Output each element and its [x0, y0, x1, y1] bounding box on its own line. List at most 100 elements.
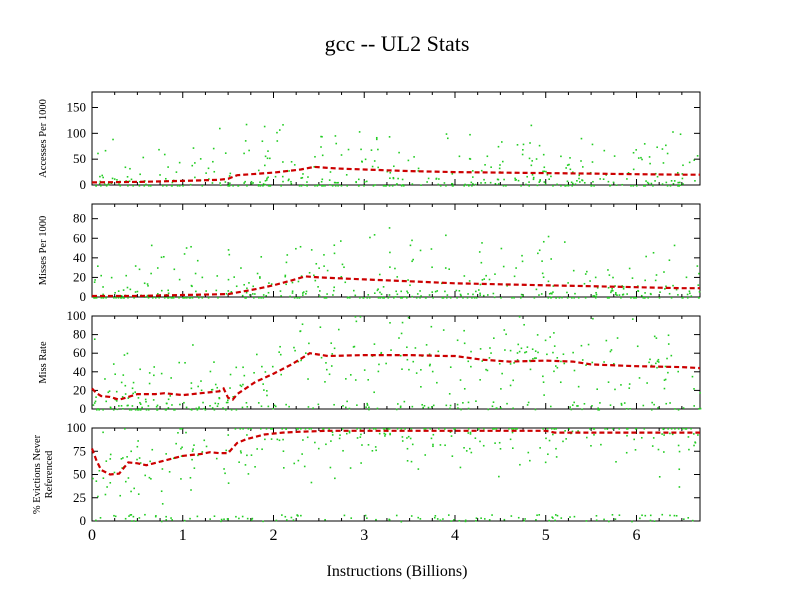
scatter-point	[551, 292, 553, 295]
scatter-point	[224, 472, 226, 475]
scatter-point	[387, 428, 389, 430]
scatter-point	[698, 297, 700, 299]
scatter-point	[334, 135, 337, 137]
scatter-point	[464, 183, 466, 186]
scatter-point	[573, 515, 576, 518]
scatter-point	[550, 175, 552, 178]
scatter-point	[308, 271, 311, 274]
scatter-point	[468, 280, 471, 282]
scatter-point	[431, 291, 434, 293]
scatter-point	[593, 185, 595, 187]
scatter-point	[395, 290, 398, 293]
scatter-point	[647, 182, 650, 185]
scatter-point	[512, 379, 515, 382]
scatter-point	[444, 428, 446, 430]
scatter-point	[374, 184, 376, 186]
scatter-point	[471, 297, 473, 299]
scatter-point	[449, 431, 452, 433]
scatter-point	[571, 185, 574, 187]
scatter-point	[512, 407, 514, 410]
scatter-point	[589, 280, 591, 282]
scatter-point	[654, 279, 657, 282]
scatter-point	[356, 437, 359, 439]
scatter-point	[669, 514, 671, 517]
scatter-point	[365, 406, 367, 408]
scatter-point	[246, 517, 249, 520]
scatter-point	[552, 351, 554, 354]
scatter-point	[299, 245, 302, 248]
scatter-point	[112, 363, 115, 365]
scatter-point	[663, 451, 665, 453]
scatter-point	[442, 329, 445, 331]
scatter-point	[599, 178, 601, 180]
scatter-point	[171, 404, 173, 406]
scatter-point	[579, 181, 581, 183]
scatter-point	[353, 345, 356, 348]
scatter-point	[629, 407, 631, 410]
scatter-point	[401, 185, 403, 187]
scatter-point	[416, 293, 419, 295]
scatter-point	[691, 375, 694, 378]
scatter-point	[503, 329, 506, 331]
scatter-point	[475, 400, 477, 402]
scatter-point	[380, 293, 383, 296]
scatter-point	[455, 289, 458, 292]
scatter-point	[550, 258, 552, 260]
scatter-point	[102, 293, 104, 296]
scatter-point	[329, 466, 332, 469]
scatter-point	[474, 183, 477, 186]
scatter-point	[259, 277, 261, 279]
scatter-point	[665, 144, 667, 147]
scatter-point	[304, 428, 307, 430]
scatter-point	[562, 353, 565, 356]
scatter-point	[244, 140, 247, 142]
scatter-point	[620, 404, 623, 406]
scatter-point	[384, 185, 386, 187]
scatter-point	[498, 167, 501, 170]
scatter-point	[500, 247, 503, 250]
scatter-point	[241, 294, 244, 297]
scatter-point	[182, 185, 184, 187]
y-axis-label: Accesses Per 1000	[38, 99, 49, 178]
scatter-point	[165, 453, 167, 455]
scatter-point	[377, 166, 379, 169]
scatter-point	[285, 519, 288, 521]
scatter-point	[577, 405, 579, 407]
scatter-point	[230, 291, 233, 293]
scatter-point	[290, 160, 293, 163]
y-tick-label: 0	[80, 177, 87, 192]
scatter-point	[114, 373, 116, 376]
scatter-point	[295, 247, 297, 250]
scatter-point	[493, 428, 496, 430]
scatter-point	[132, 185, 134, 187]
scatter-point	[592, 295, 594, 297]
scatter-point	[414, 347, 417, 349]
scatter-point	[508, 428, 510, 430]
scatter-point	[698, 272, 700, 275]
scatter-point	[618, 514, 621, 516]
scatter-point	[138, 181, 141, 183]
scatter-point	[223, 518, 225, 521]
scatter-point	[465, 450, 468, 452]
scatter-point	[632, 185, 635, 187]
scatter-point	[366, 297, 368, 299]
scatter-point	[363, 185, 365, 187]
scatter-point	[681, 177, 684, 180]
series-line	[90, 429, 700, 476]
scatter-point	[300, 275, 303, 277]
scatter-point	[488, 519, 491, 521]
scatter-point	[615, 293, 617, 296]
scatter-point	[457, 407, 459, 409]
scatter-point	[454, 428, 456, 430]
scatter-point	[567, 184, 569, 187]
scatter-point	[147, 409, 150, 411]
scatter-point	[401, 297, 404, 299]
scatter-point	[250, 182, 253, 185]
scatter-point	[340, 185, 343, 187]
scatter-point	[584, 273, 587, 275]
scatter-point	[264, 183, 267, 186]
scatter-point	[260, 405, 263, 408]
scatter-point	[655, 362, 657, 365]
scatter-point	[445, 234, 447, 237]
scatter-point	[103, 183, 106, 186]
